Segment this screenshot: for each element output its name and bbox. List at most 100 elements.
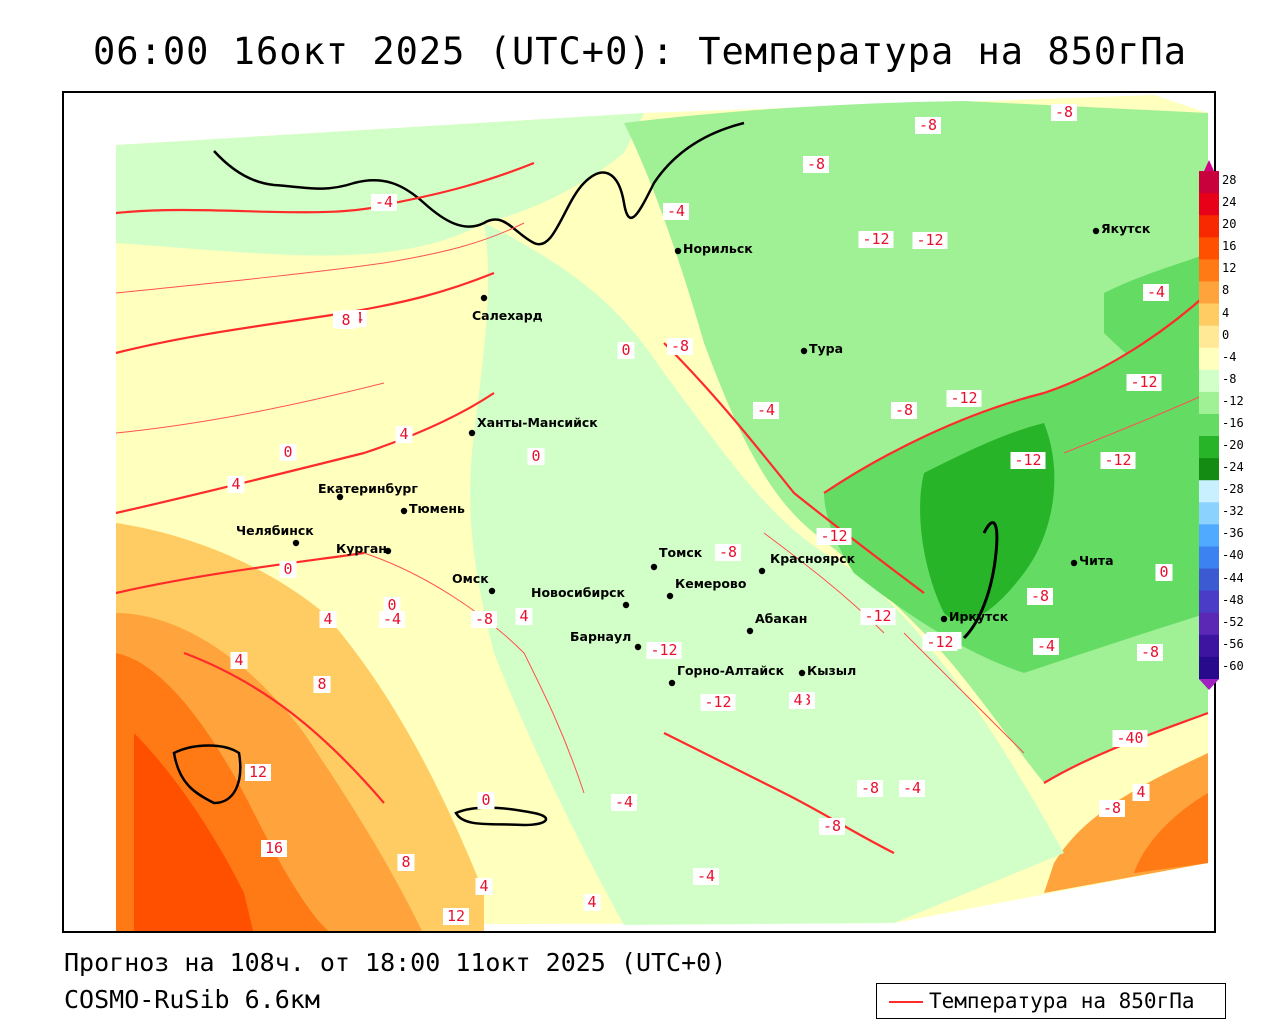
isotherm-label-bg bbox=[583, 894, 601, 911]
isotherm-label-bg bbox=[475, 878, 493, 895]
colorbar-segment bbox=[1199, 634, 1219, 658]
isotherm-label-bg bbox=[397, 854, 415, 871]
city-dot bbox=[622, 601, 630, 609]
colorbar-tick-label: 24 bbox=[1222, 195, 1237, 210]
isotherm-label-bg bbox=[337, 312, 355, 329]
city-label: Горно-Алтайск bbox=[677, 663, 785, 678]
isotherm-label: -8 bbox=[807, 155, 825, 173]
isotherm-label-bg bbox=[319, 611, 337, 628]
isotherm-label: -8 bbox=[895, 401, 913, 419]
colorbar-segment bbox=[1199, 391, 1219, 415]
isotherm-label: 4 bbox=[479, 877, 488, 895]
city-dot bbox=[666, 592, 674, 600]
isotherm-label-bg bbox=[663, 203, 689, 220]
isotherm-label: -4 bbox=[383, 610, 401, 628]
isotherm-label-bg bbox=[899, 780, 925, 797]
city-label: Барнаул bbox=[570, 629, 631, 644]
city-label: Кызыл bbox=[807, 663, 856, 678]
forecast-info: Прогноз на 108ч. от 18:00 11окт 2025 (UT… bbox=[64, 948, 727, 977]
isotherm-label: 0 bbox=[1159, 563, 1168, 581]
isotherm-label-bg bbox=[371, 194, 397, 211]
city-dot bbox=[674, 247, 682, 255]
colorbar-tick-label: -56 bbox=[1222, 636, 1244, 651]
caspian-outline bbox=[172, 744, 242, 805]
zone-minus16 bbox=[920, 423, 1055, 621]
isotherm-label-bg bbox=[279, 444, 297, 461]
colorbar-tick-label: -20 bbox=[1222, 438, 1244, 453]
isotherm-label-bg bbox=[819, 818, 845, 835]
isotherm-label-bg bbox=[803, 156, 829, 173]
isotherm-label-bg bbox=[227, 476, 245, 493]
colorbar-segment bbox=[1199, 303, 1219, 327]
map-area[interactable]: Салехард Норильск Тура Якутск Ханты-Мансийск… bbox=[62, 91, 1216, 933]
isotherm-label-bg bbox=[667, 338, 693, 355]
isotherm-label: -12 bbox=[916, 231, 943, 249]
colorbar-segment bbox=[1199, 347, 1219, 371]
isotherm-label: -12 bbox=[1104, 451, 1131, 469]
lake-baikal bbox=[962, 521, 999, 640]
model-name: COSMO-RuSib 6.6км bbox=[64, 985, 320, 1014]
isotherm-label: 8 bbox=[317, 675, 326, 693]
isotherm-label: -4 bbox=[375, 193, 393, 211]
colorbar-segment bbox=[1199, 259, 1219, 282]
isotherm-label-bg bbox=[789, 692, 807, 709]
isotherm-label-bg bbox=[700, 694, 736, 711]
isotherm-label: -4 bbox=[903, 779, 921, 797]
colorbar-segment bbox=[1199, 590, 1219, 614]
colorbar-tick-label: -24 bbox=[1222, 460, 1244, 475]
colorbar-tick-label: 4 bbox=[1222, 305, 1230, 320]
zone-nw-cool bbox=[116, 113, 644, 256]
isotherm-label: -12 bbox=[704, 693, 731, 711]
colorbar-segment bbox=[1199, 568, 1219, 592]
colorbar-segment bbox=[1199, 215, 1219, 238]
city-dot bbox=[468, 429, 476, 437]
isotherm-label-bg bbox=[1143, 284, 1169, 301]
city-label: Томск bbox=[659, 545, 703, 560]
isotherm-label: -12 bbox=[820, 527, 847, 545]
isotherm-label-bg bbox=[1051, 104, 1077, 121]
isotherm-label-bg bbox=[261, 840, 287, 857]
isotherm-label-bg bbox=[1033, 638, 1059, 655]
isotherm-label-bg bbox=[1100, 452, 1136, 469]
city-dot bbox=[746, 627, 754, 635]
isotherm-label-bg bbox=[857, 780, 883, 797]
isotherm-label: -12 bbox=[1014, 451, 1041, 469]
isotherm-label-bg bbox=[922, 634, 958, 651]
isotherm-label: -8 bbox=[671, 337, 689, 355]
colorbar-tick-label: -8 bbox=[1222, 371, 1237, 386]
isotherm-label: -8 bbox=[1141, 643, 1159, 661]
colorbar-tick-label: 12 bbox=[1222, 261, 1237, 276]
city-dot bbox=[650, 563, 658, 571]
isotherm-label-bg bbox=[1112, 730, 1148, 747]
colorbar-tick-label: -52 bbox=[1222, 614, 1244, 629]
isotherm-label: 0 bbox=[283, 560, 292, 578]
isotherm-label-bg bbox=[379, 611, 405, 628]
colorbar-segment bbox=[1199, 237, 1219, 260]
colorbar-tick-label: -12 bbox=[1222, 393, 1244, 408]
isotherm-label-bg bbox=[1027, 588, 1053, 605]
isotherm-label: -12 bbox=[926, 633, 953, 651]
city-label: Челябинск bbox=[236, 523, 314, 538]
city-dot bbox=[940, 615, 948, 623]
isotherm-label-bg bbox=[313, 676, 331, 693]
colorbar-tick-label: 0 bbox=[1222, 327, 1230, 342]
isotherm-label-bg bbox=[1137, 644, 1163, 661]
isotherm-label-bg bbox=[816, 528, 852, 545]
city-dot bbox=[400, 507, 408, 515]
isotherm-label: 0 bbox=[283, 443, 292, 461]
city-dot bbox=[292, 539, 300, 547]
isotherm-label: 4 bbox=[234, 651, 243, 669]
legend: Температура на 850гПа bbox=[876, 983, 1226, 1019]
isotherm-label: 8 bbox=[341, 311, 350, 329]
isotherm-label: -4 bbox=[615, 793, 633, 811]
isotherm-label: 4 bbox=[323, 610, 332, 628]
isotherm-label-bg bbox=[646, 642, 682, 659]
isotherm-label: -4 bbox=[1147, 283, 1165, 301]
colorbar-tick-label: -40 bbox=[1222, 548, 1244, 563]
coastline bbox=[213, 121, 745, 246]
isotherm-label-bg bbox=[860, 608, 896, 625]
colorbar-segment bbox=[1199, 325, 1219, 349]
isotherm-label: 4 bbox=[587, 893, 596, 911]
isotherm-label-bg bbox=[395, 426, 413, 443]
colorbar-tick-label: -4 bbox=[1222, 349, 1237, 364]
